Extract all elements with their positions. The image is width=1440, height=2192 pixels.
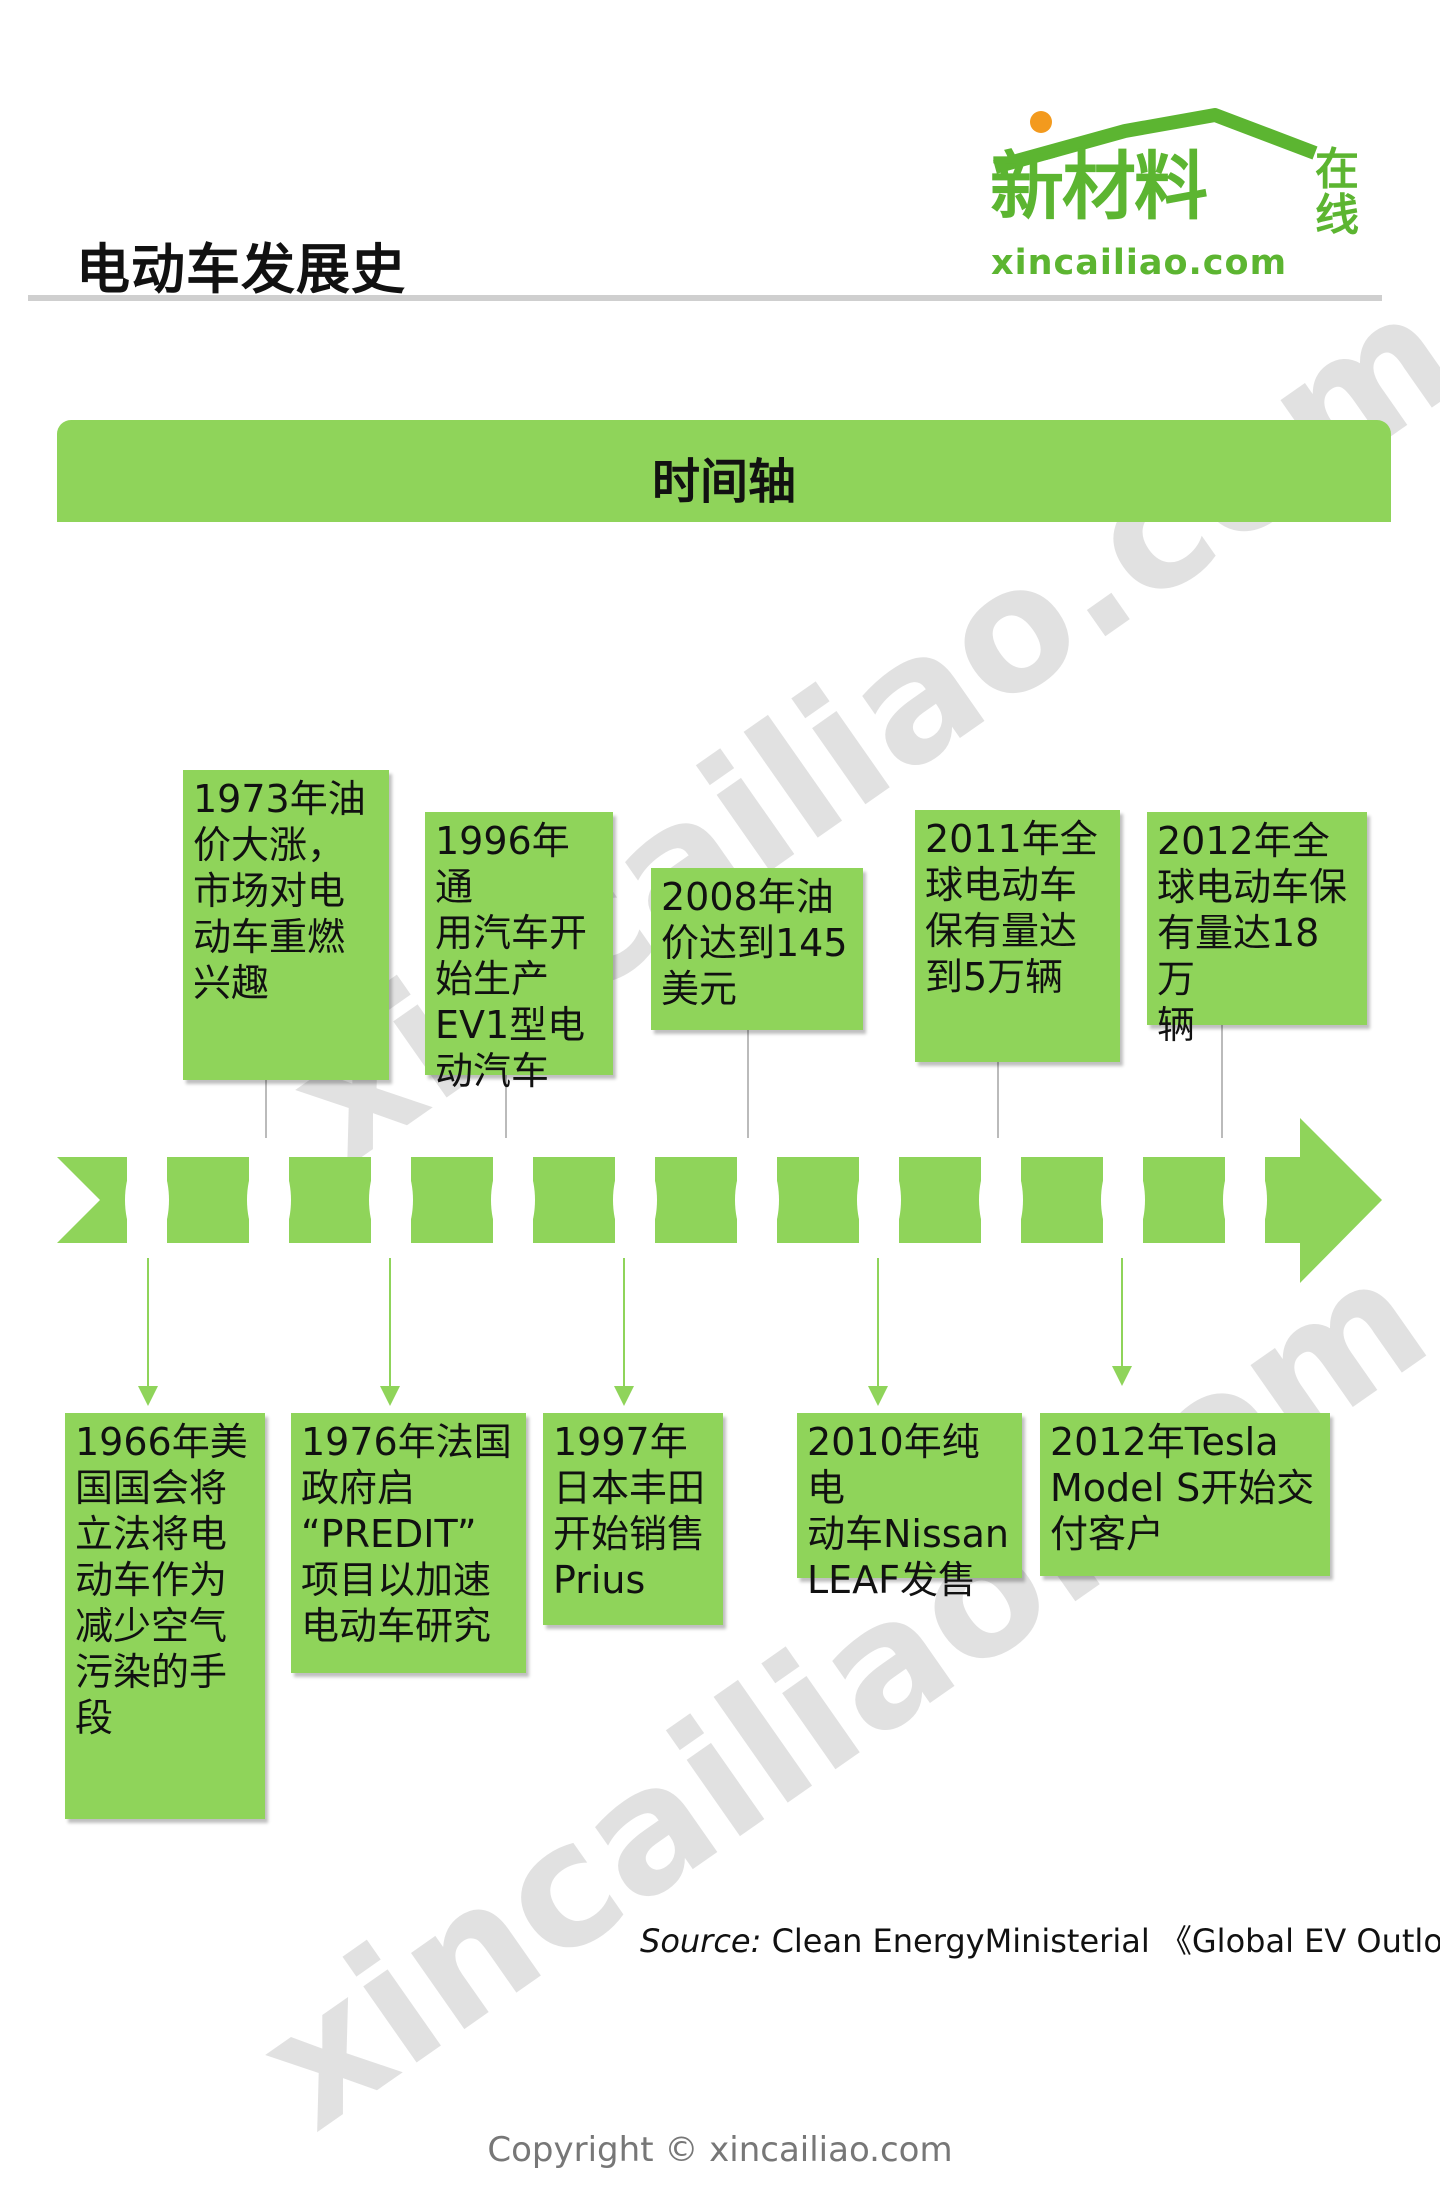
event-2010: 2010年纯电 动车Nissan LEAF发售 (797, 1413, 1022, 1602)
event-2012-stock: 2012年全 球电动车保 有量达18万 辆 (1147, 812, 1367, 1047)
source-prefix: Source: (640, 1922, 762, 1960)
copyright: Copyright © xincailiao.com (487, 2130, 953, 2170)
event-1997: 1997年 日本丰田 开始销售 Prius (543, 1413, 723, 1625)
event-1976: 1976年法国 政府启 “PREDIT” 项目以加速 电动车研究 (291, 1413, 526, 1673)
event-1996: 1996年通 用汽车开 始生产 EV1型电 动汽车 (425, 812, 613, 1093)
logo-wordmark: 新材料 (990, 144, 1208, 230)
roof-icon (993, 108, 1318, 174)
brand-logo: 新材料 在线 xincailiao.com (985, 105, 1380, 285)
timeline-header-band: 时间轴 (57, 420, 1391, 522)
page-title: 电动车发展史 (76, 238, 406, 301)
title-divider (28, 295, 1382, 301)
event-1966: 1966年美 国国会将 立法将电 动车作为 减少空气 污染的手 段 (65, 1413, 265, 1819)
logo-url: xincailiao.com (991, 243, 1288, 283)
source-note: Source: Clean EnergyMinisterial 《Global … (640, 1916, 1440, 1962)
source-text: Clean EnergyMinisterial 《Global EV Outlo… (761, 1922, 1440, 1960)
event-1973: 1973年油 价大涨， 市场对电 动车重燃 兴趣 (183, 770, 389, 1080)
event-2012-tesla: 2012年Tesla Model S开始交 付客户 (1040, 1413, 1330, 1576)
timeline-arrow (57, 1118, 1382, 1283)
logo-side-text: 在线 (1315, 144, 1359, 242)
band-label: 时间轴 (651, 454, 796, 510)
event-2008: 2008年油 价达到145 美元 (651, 868, 863, 1030)
event-2011: 2011年全 球电动车 保有量达 到5万辆 (915, 810, 1120, 1062)
